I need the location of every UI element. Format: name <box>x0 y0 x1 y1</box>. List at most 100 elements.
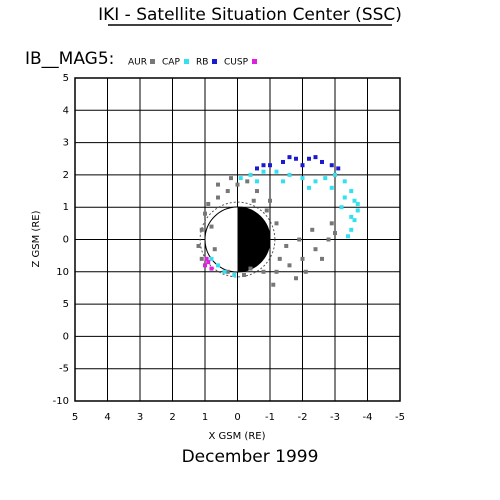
subtitle: IB__MAG5: <box>25 49 114 69</box>
data-point <box>248 266 253 271</box>
data-point <box>326 237 331 242</box>
data-point <box>203 211 207 216</box>
data-point <box>209 224 214 229</box>
x-tick-label: -4 <box>363 412 373 423</box>
data-point <box>294 276 298 281</box>
x-tick-label: 4 <box>104 412 110 423</box>
data-point <box>209 266 214 271</box>
y-tick-label: 2 <box>63 170 69 181</box>
data-point <box>261 269 266 274</box>
data-point <box>333 231 337 236</box>
data-point <box>281 159 285 164</box>
legend-label: RB <box>196 58 208 68</box>
legend-label: CAP <box>162 58 180 68</box>
data-point <box>313 179 318 184</box>
data-point <box>248 172 253 177</box>
legend-label: CUSP <box>224 58 249 68</box>
data-point <box>209 256 214 261</box>
legend-marker <box>184 59 189 64</box>
earth-night <box>237 207 270 272</box>
y-tick-label: 1 <box>63 202 69 213</box>
data-point <box>268 163 272 168</box>
data-point <box>281 179 285 184</box>
data-point <box>222 269 227 274</box>
data-point <box>255 189 259 194</box>
x-tick-label: -1 <box>265 412 275 423</box>
earth-outline <box>199 201 276 278</box>
data-point <box>264 208 269 213</box>
data-point <box>307 156 311 161</box>
data-point <box>277 256 282 261</box>
y-tick-label: 3 <box>63 138 69 149</box>
y-tick-label: -5 <box>59 364 69 375</box>
x-tick-label: 3 <box>137 412 143 423</box>
data-point <box>216 182 220 187</box>
legend-marker <box>252 59 257 64</box>
data-point <box>300 176 305 181</box>
x-tick-label: -2 <box>298 412 308 423</box>
data-point <box>320 256 324 261</box>
data-point <box>349 214 354 219</box>
data-point <box>216 263 220 268</box>
data-point <box>352 218 357 223</box>
data-point <box>355 201 360 206</box>
data-point <box>329 163 334 168</box>
data-point <box>255 166 259 171</box>
data-point <box>336 166 341 171</box>
data-point <box>261 169 266 174</box>
legend-marker <box>150 59 155 64</box>
data-point <box>199 256 204 261</box>
data-point <box>310 227 315 232</box>
data-point <box>287 172 292 177</box>
data-point <box>255 179 259 184</box>
data-point <box>196 243 201 248</box>
footer: December 1999 <box>182 447 319 467</box>
data-point <box>300 256 305 261</box>
data-point <box>303 269 308 274</box>
data-point <box>268 198 272 203</box>
x-tick-label: 0 <box>234 412 240 423</box>
data-point <box>333 172 337 177</box>
x-tick-label: 1 <box>202 412 208 423</box>
x-tick-label: 2 <box>169 412 175 423</box>
data-point <box>229 176 233 181</box>
data-point <box>225 269 230 274</box>
y-tick-label: 0 <box>63 331 69 342</box>
x-tick-label: -3 <box>330 412 340 423</box>
data-point <box>261 163 266 168</box>
data-point <box>206 201 211 206</box>
data-point <box>313 155 318 160</box>
data-point <box>271 282 276 287</box>
legend-label: AUR <box>128 58 147 68</box>
data-point <box>232 273 237 278</box>
data-point <box>245 179 250 184</box>
data-point <box>320 159 324 164</box>
data-point <box>274 221 279 226</box>
y-tick-label: -10 <box>53 396 69 407</box>
y-tick-label: 5 <box>63 73 69 84</box>
legend-marker <box>212 59 217 64</box>
data-point <box>242 273 246 278</box>
chart-title: IKI - Satellite Situation Center (SSC) <box>98 5 402 25</box>
data-point <box>235 182 240 187</box>
data-point <box>355 208 360 213</box>
data-point <box>199 227 204 232</box>
y-tick-label: 4 <box>63 105 69 116</box>
data-point <box>225 189 230 194</box>
data-point <box>294 156 298 161</box>
data-point <box>204 256 209 261</box>
data-point <box>329 185 334 190</box>
data-point <box>329 221 334 226</box>
data-point <box>342 179 347 184</box>
y-axis-label: Z GSM (RE) <box>31 210 42 267</box>
y-tick-label: 0 <box>63 235 69 246</box>
data-point <box>274 169 279 174</box>
x-tick-label: -5 <box>395 412 405 423</box>
data-point <box>349 227 354 232</box>
data-point <box>203 263 207 268</box>
x-tick-label: 5 <box>72 412 78 423</box>
data-point <box>206 260 211 265</box>
x-axis-label: X GSM (RE) <box>208 431 265 442</box>
data-point <box>323 176 328 181</box>
